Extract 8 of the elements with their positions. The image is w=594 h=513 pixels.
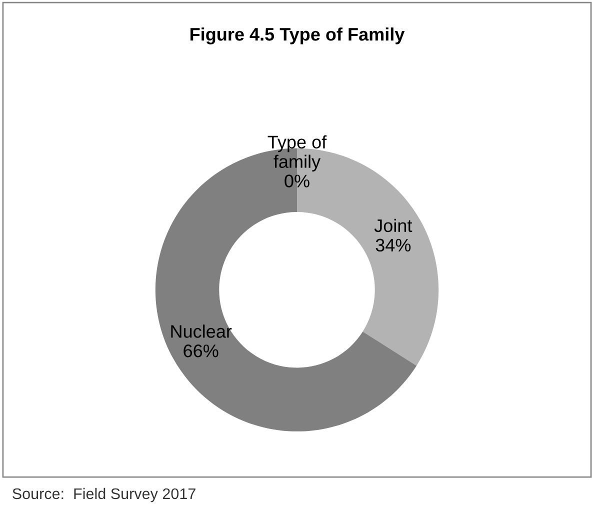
data-label: 66% bbox=[184, 344, 218, 358]
slice-label: Nuclear bbox=[171, 324, 232, 338]
category-label: Type of family bbox=[268, 135, 327, 172]
source-note: Source: Field Survey 2017 bbox=[12, 488, 196, 502]
data-label: 34% bbox=[376, 238, 411, 252]
slice-label: Joint bbox=[374, 218, 412, 232]
text: 0% bbox=[284, 174, 310, 188]
chart-title: Figure 4.5 Type of Family bbox=[190, 27, 405, 44]
